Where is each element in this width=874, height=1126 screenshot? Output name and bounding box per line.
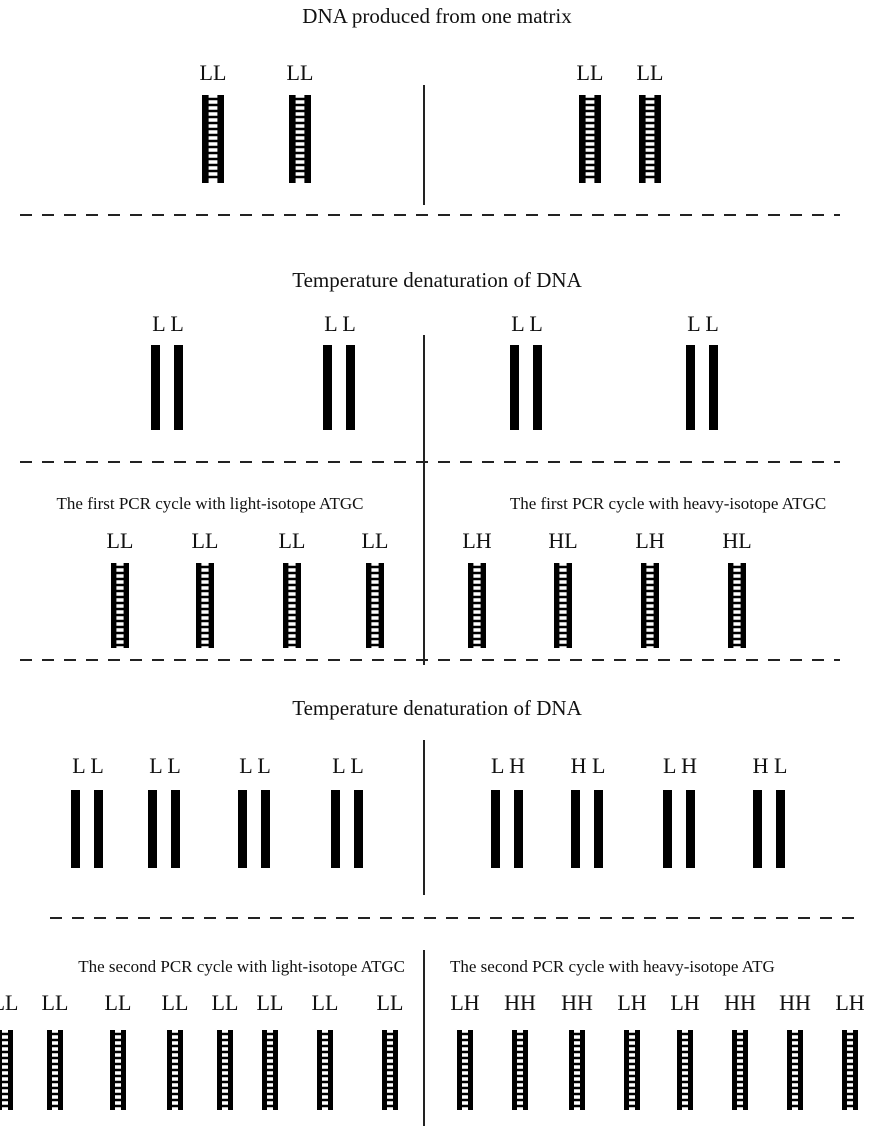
molecule-label: H L — [753, 753, 788, 778]
molecule-label: LL — [257, 990, 284, 1015]
section-title: The first PCR cycle with heavy-isotope A… — [510, 494, 826, 513]
molecule-label: LL — [107, 528, 134, 553]
section-title: The second PCR cycle with heavy-isotope … — [450, 957, 775, 976]
strand — [654, 563, 659, 648]
molecule-label: LL — [162, 990, 189, 1015]
strand — [148, 790, 157, 868]
molecule-label: HH — [724, 990, 756, 1015]
strand — [753, 790, 762, 868]
molecule-label: HL — [548, 528, 577, 553]
strand — [533, 345, 542, 430]
molecule-label: HH — [504, 990, 536, 1015]
strand — [554, 563, 559, 648]
molecule-label: LL — [200, 60, 227, 85]
strand — [741, 563, 746, 648]
strand — [510, 345, 519, 430]
strand — [776, 790, 785, 868]
molecule-label: HL — [722, 528, 751, 553]
strand — [641, 563, 646, 648]
section-title: Temperature denaturation of DNA — [292, 268, 582, 292]
strand — [323, 345, 332, 430]
strand — [283, 563, 288, 648]
molecule-label: LL — [577, 60, 604, 85]
strand — [594, 790, 603, 868]
molecule-label: L L — [149, 753, 181, 778]
section-title: The second PCR cycle with light-isotope … — [78, 957, 405, 976]
strand — [468, 563, 473, 648]
molecule-label: LL — [212, 990, 239, 1015]
strand — [174, 345, 183, 430]
molecule-label: H L — [571, 753, 606, 778]
molecule-label: L L — [511, 311, 543, 336]
section-title: The first PCR cycle with light-isotope A… — [57, 494, 364, 513]
strand — [481, 563, 486, 648]
strand — [71, 790, 80, 868]
strand — [261, 790, 270, 868]
strand — [171, 790, 180, 868]
molecule-label: LL — [312, 990, 339, 1015]
strand — [567, 563, 572, 648]
molecule-label: LL — [377, 990, 404, 1015]
molecule-label: LH — [617, 990, 646, 1015]
strand — [686, 345, 695, 430]
strand — [238, 790, 247, 868]
strand — [331, 790, 340, 868]
molecule-label: LL — [287, 60, 314, 85]
strand — [296, 563, 301, 648]
strand — [571, 790, 580, 868]
molecule-label: LH — [835, 990, 864, 1015]
strand — [709, 345, 718, 430]
molecule-label: LL — [192, 528, 219, 553]
strand — [366, 563, 371, 648]
molecule-label: HH — [779, 990, 811, 1015]
strand — [151, 345, 160, 430]
molecule-label: LH — [670, 990, 699, 1015]
molecule-label: L L — [324, 311, 356, 336]
strand — [94, 790, 103, 868]
molecule-label: LH — [635, 528, 664, 553]
molecule-label: LL — [362, 528, 389, 553]
molecule-label: LH — [462, 528, 491, 553]
strand — [686, 790, 695, 868]
molecule-label: HH — [561, 990, 593, 1015]
molecule-label: L H — [663, 753, 697, 778]
diagram: DNA produced from one matrix LL LL LL LL Temp… — [0, 0, 874, 1126]
molecule-label: LL — [105, 990, 132, 1015]
molecule-label: LH — [450, 990, 479, 1015]
section-title: DNA produced from one matrix — [302, 4, 572, 28]
strand — [728, 563, 733, 648]
strand — [124, 563, 129, 648]
molecule-label: L L — [72, 753, 104, 778]
strand — [379, 563, 384, 648]
molecule-label: L L — [152, 311, 184, 336]
strand — [346, 345, 355, 430]
strand — [514, 790, 523, 868]
strand — [209, 563, 214, 648]
molecule-label: LL — [0, 990, 18, 1015]
strand — [491, 790, 500, 868]
molecule-label: LL — [637, 60, 664, 85]
molecule-label: L H — [491, 753, 525, 778]
strand — [663, 790, 672, 868]
molecule-label: L L — [239, 753, 271, 778]
section-title: Temperature denaturation of DNA — [292, 696, 582, 720]
molecule-label: L L — [332, 753, 364, 778]
strand — [111, 563, 116, 648]
molecule-label: L L — [687, 311, 719, 336]
strand — [354, 790, 363, 868]
molecule-label: LL — [279, 528, 306, 553]
molecule-label: LL — [42, 990, 69, 1015]
strand — [196, 563, 201, 648]
